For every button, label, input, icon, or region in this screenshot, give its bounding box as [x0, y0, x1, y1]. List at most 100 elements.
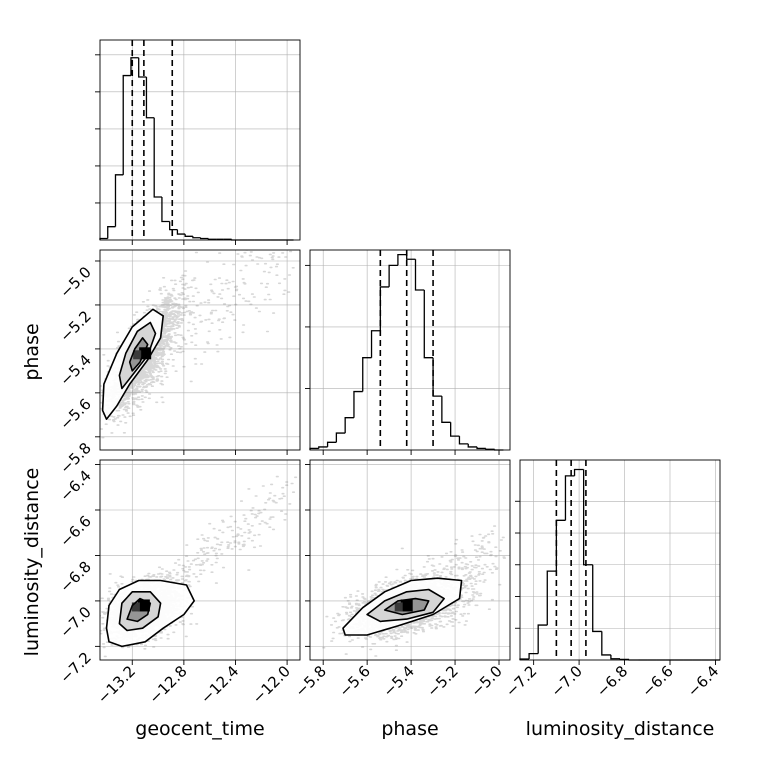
histogram-bar: [370, 330, 381, 358]
joint-geocent_time-luminosity_distance-xtick-label-3: −12.0: [249, 662, 294, 707]
joint-phase-luminosity_distance-xtick-label-3: −5.2: [423, 662, 461, 700]
x-axis-label-phase: phase: [381, 718, 438, 740]
histogram-bar: [397, 253, 407, 266]
histogram-bar: [467, 443, 478, 448]
histogram-bar: [184, 234, 193, 237]
histogram-bar: [176, 229, 186, 235]
panels: −7.2 −7.0 −6.8 −6.6 −6.4−5.8−5.6−5.4−5.2−5.0…: [56, 39, 722, 707]
marginal-luminosity_distance-xtick-label-3: −6.6: [638, 662, 676, 700]
histogram-bar: [161, 197, 170, 223]
histogram-bar: [318, 446, 328, 449]
histogram-bar: [485, 448, 495, 450]
histogram-bar: [192, 236, 201, 239]
histogram-bar: [145, 77, 155, 119]
y-axis-label-luminosity_distance: luminosity_distance: [21, 468, 43, 657]
joint-panel-geocent_time-luminosity_distance: −13.2 −12.8 −12.4 −12.0 −7.2 −7.0 −6.8 −6.6 −6.4: [56, 459, 301, 707]
histogram-bar: [441, 396, 451, 423]
joint-phase-luminosity_distance-xtick-label-1: −5.6: [335, 662, 373, 700]
joint-geocent_time-luminosity_distance-xtick-label-1: −12.8: [145, 662, 190, 707]
histogram-bar: [414, 259, 425, 291]
marginal-panel-luminosity_distance: −7.2 −7.0 −6.8 −6.6 −6.4: [502, 459, 722, 701]
joint-content: [100, 475, 300, 658]
histogram-bar: [388, 264, 398, 287]
contour-line-0: [101, 308, 164, 420]
marginal-panel-phase: [305, 249, 511, 455]
density-peak-neighbor: [133, 350, 142, 360]
histogram-bar: [114, 174, 124, 227]
histogram-bar: [573, 468, 584, 476]
joint-geocent_time-phase-frame: [99, 249, 301, 451]
histogram-bar: [362, 357, 372, 392]
joint-phase-geocent_time-ytick-label-0: −5.8: [56, 439, 94, 477]
joint-phase-geocent_time-ytick-label-4: −5.0: [56, 263, 94, 301]
histogram-bar: [335, 432, 346, 443]
histogram-bar: [476, 446, 486, 450]
joint-phase-luminosity_distance-xtick-label-4: −5.0: [467, 662, 505, 700]
joint-luminosity_distance-geocent_time-ytick-label-4: −6.4: [56, 467, 94, 505]
histogram-bar: [169, 221, 178, 231]
histogram-bar: [379, 286, 390, 331]
histogram-bar: [592, 564, 602, 633]
histogram-bar: [432, 357, 442, 397]
contour-line-2: [128, 337, 149, 372]
histogram-bar: [207, 238, 217, 240]
marginal-luminosity_distance-xtick-label-4: −6.4: [684, 662, 722, 700]
histogram-bar: [138, 57, 147, 78]
contour-line-1: [366, 588, 445, 623]
histogram-bar: [406, 254, 416, 260]
joint-panel-phase-luminosity_distance: −5.8 −5.6 −5.4 −5.2 −5.0: [292, 459, 511, 701]
joint-content: [322, 525, 510, 657]
contour-line-1: [118, 591, 162, 632]
joint-geocent_time-luminosity_distance-frame: [99, 459, 301, 661]
joint-phase-geocent_time-ytick-label-1: −5.6: [56, 395, 94, 433]
marginal-geocent_time-frame: [99, 39, 301, 241]
histogram-bar: [326, 441, 337, 447]
x-axis-label-geocent_time: geocent_time: [135, 718, 264, 740]
joint-geocent_time-luminosity_distance-xtick-label-2: −12.4: [197, 662, 242, 707]
marginal-panel-geocent_time: [95, 39, 301, 245]
histogram-bar: [344, 417, 354, 434]
contour-line-0: [342, 577, 463, 636]
histogram-bar: [450, 422, 460, 437]
density-peak-neighbor: [131, 602, 140, 612]
marginal-phase-frame: [309, 249, 511, 451]
histogram-bar: [130, 57, 139, 76]
histogram-bar: [601, 631, 611, 656]
joint-luminosity_distance-geocent_time-ytick-label-3: −6.6: [56, 512, 94, 550]
contour-line-1: [118, 321, 157, 390]
x-axis-label-luminosity_distance: luminosity_distance: [526, 718, 715, 740]
joint-luminosity_distance-geocent_time-ytick-label-2: −6.8: [56, 558, 94, 596]
histogram-bar: [610, 654, 620, 660]
marginal-luminosity_distance-frame: [519, 459, 721, 661]
contour-line-2: [126, 597, 152, 623]
histogram-bar: [153, 117, 162, 198]
joint-phase-luminosity_distance-xtick-label-0: −5.8: [292, 662, 330, 700]
histogram-bar: [537, 624, 548, 654]
joint-phase-geocent_time-ytick-label-3: −5.2: [56, 307, 94, 345]
histogram-bar: [619, 658, 630, 661]
histogram-bar: [582, 469, 593, 566]
histogram-bar: [528, 653, 539, 660]
histogram-bar: [199, 237, 209, 240]
histogram-bar: [555, 519, 566, 572]
contour-line-2: [383, 597, 430, 616]
marginal-luminosity_distance-xtick-label-2: −6.8: [593, 662, 631, 700]
joint-content: [100, 250, 295, 439]
histogram-bar: [107, 226, 116, 239]
histogram-bar: [353, 390, 363, 418]
joint-luminosity_distance-geocent_time-ytick-label-1: −7.0: [56, 603, 94, 641]
joint-phase-luminosity_distance-xtick-label-2: −5.4: [379, 662, 417, 700]
histogram-bar: [546, 570, 557, 626]
density-peak: [400, 599, 413, 612]
histogram-bar: [564, 475, 575, 521]
contour-line-0: [105, 579, 195, 648]
y-axis-label-phase: phase: [21, 323, 43, 380]
histogram-bar: [423, 290, 434, 359]
density-peak-neighbor: [394, 602, 403, 612]
joint-phase-geocent_time-ytick-label-2: −5.4: [56, 351, 94, 389]
histogram-bar: [122, 74, 131, 175]
joint-phase-luminosity_distance-frame: [309, 459, 511, 661]
joint-panel-geocent_time-phase: −5.8 −5.6 −5.4 −5.2 −5.0: [56, 249, 301, 477]
histogram-bar: [458, 436, 469, 445]
